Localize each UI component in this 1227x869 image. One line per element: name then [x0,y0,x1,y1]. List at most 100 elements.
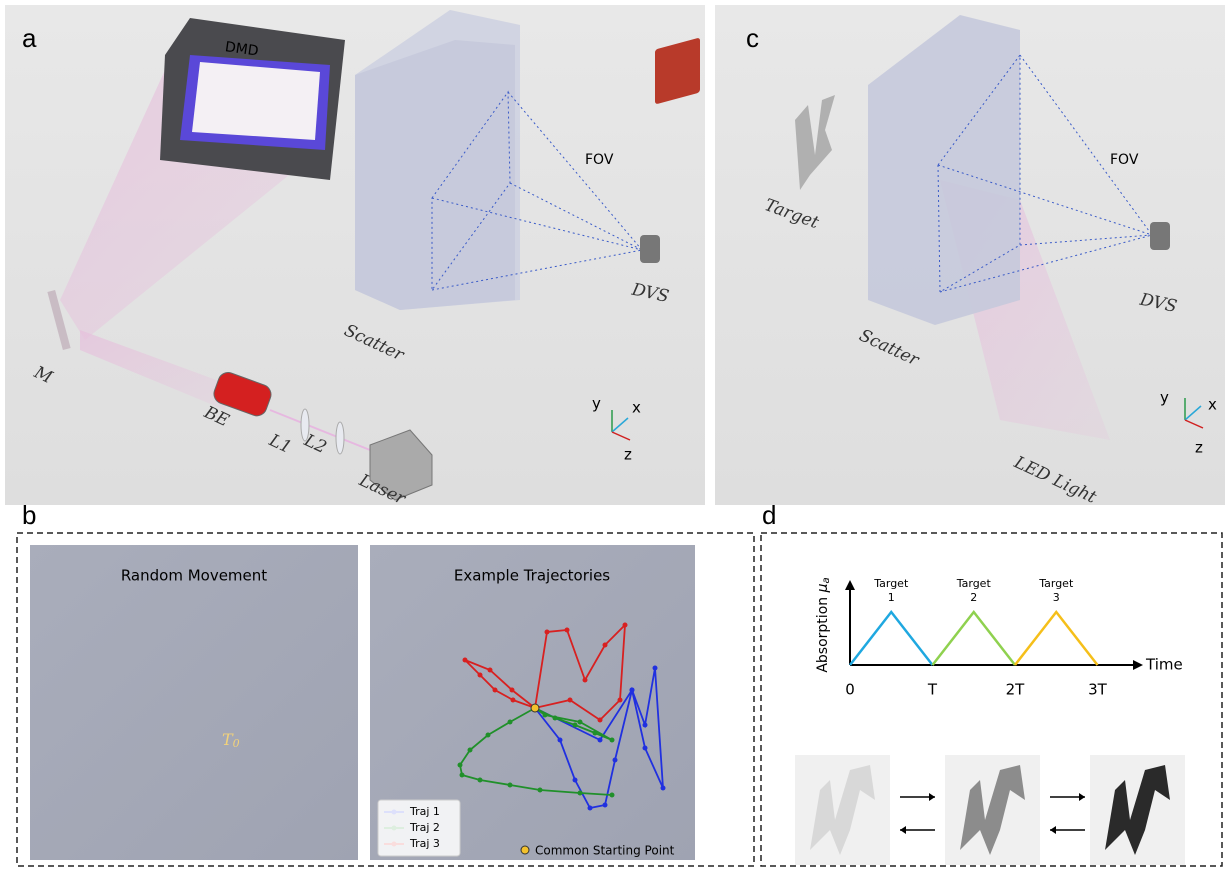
fov-line [1019,234,1153,246]
axis-y: y [1160,389,1169,407]
dvs-body [655,38,700,104]
trajectory-point [487,667,493,673]
scatter-face [355,40,515,310]
start-marker [520,845,530,855]
legend-entry: Traj 1 [409,805,440,818]
trajectory-point [622,622,628,628]
y-arrow [845,580,855,590]
target-shape [795,95,835,190]
panel-b-frame [16,532,755,867]
axis-x: x [632,399,641,417]
x-label: Time [1145,656,1183,674]
trajectory-point [477,672,483,678]
axis-arrow [1184,405,1202,421]
trajectory-point [642,745,648,751]
trajectory-point [462,657,468,663]
trajectory-point [602,642,608,648]
trajectory-point [592,730,598,736]
trajectory-point [552,715,558,721]
trajectory-point [492,687,498,693]
trajectory-point [542,712,548,718]
axis-arrow [611,417,629,433]
trajectory-point [537,787,543,793]
fov-line [431,249,643,291]
scatter [868,15,1020,325]
absorption-triangle [931,609,1016,666]
trajectory-point [597,737,603,743]
panel-label: b [22,500,36,530]
trajectory-point [652,665,658,671]
trajectory-point [642,722,648,728]
x-tick-label: 2T [1006,681,1026,699]
fov-line [939,234,1153,293]
mirror [47,289,71,351]
trajectory-point [597,717,603,723]
legend-entry: Traj 2 [409,821,440,834]
axis-y: y [592,395,601,413]
arrow-head [900,826,906,834]
target-shape [1105,765,1170,855]
trajectory-point [544,629,550,635]
peak-index: 3 [1053,591,1060,604]
axis-z: z [624,446,632,464]
start-label: T0 [222,730,240,751]
trajectory-point [510,697,516,703]
movement-image [30,545,358,860]
trajectory-point [602,802,608,808]
trajectory-point [617,697,623,703]
peak-index: 1 [888,591,895,604]
fov-label: FOV [585,152,614,168]
fov-label: FOV [1110,152,1139,168]
peak-name: Target [956,577,992,590]
x-tick-label: 3T [1088,681,1108,699]
panel-label: a [22,23,37,53]
trajectory-point [572,777,578,783]
y-label: Absorption μa [815,577,832,672]
dvs-lens [1150,222,1170,250]
trajectory-point [629,687,635,693]
y-subscript: a [821,577,832,583]
panel-label: d [762,500,776,530]
panel-d-frame [760,532,1223,867]
axis-x: x [1208,396,1217,414]
lens [300,408,310,442]
trajectory-point [477,777,483,783]
subscript: 0 [233,737,240,750]
left-title: Random Movement [121,567,267,585]
axis-arrow [611,431,631,441]
beam [80,330,230,410]
peak-name: Target [873,577,909,590]
axis-z: z [1195,439,1203,457]
trajectory-point [609,737,615,743]
right-title: Example Trajectories [454,567,610,585]
y-label-text: Absorption [815,592,831,672]
note: Common Starting Point [535,844,675,858]
trajectory-point [564,627,570,633]
trajectory-point [567,697,573,703]
arrow-head [1050,826,1056,834]
trajectory-point [467,747,473,753]
symbol: T [222,730,234,749]
laser [369,429,433,501]
x-arrow [1133,660,1143,670]
trajectory-point [507,782,513,788]
dmd-label: DMD [224,39,260,60]
absorption-triangle [1014,609,1099,666]
arrow-head [1079,793,1085,801]
absorption-triangle [849,609,934,666]
decoration: ⁣⁣⁣⁣⁣⁣⁣⁣⁣⁣ [47,10,1204,838]
start-point [530,703,540,713]
trajectory-point [577,719,583,725]
trajectory-point [572,722,578,728]
panel-label: c [746,23,759,53]
arrow-head [929,793,935,801]
trajectory [534,667,664,810]
target-shape [960,765,1025,855]
legend-entry: Traj 3 [409,837,440,850]
peak-name: Target [1038,577,1074,590]
x-tick-label: T [927,681,938,699]
trajectory-point [660,785,666,791]
trajectory-point [582,677,588,683]
dmd-mirror [192,62,320,140]
